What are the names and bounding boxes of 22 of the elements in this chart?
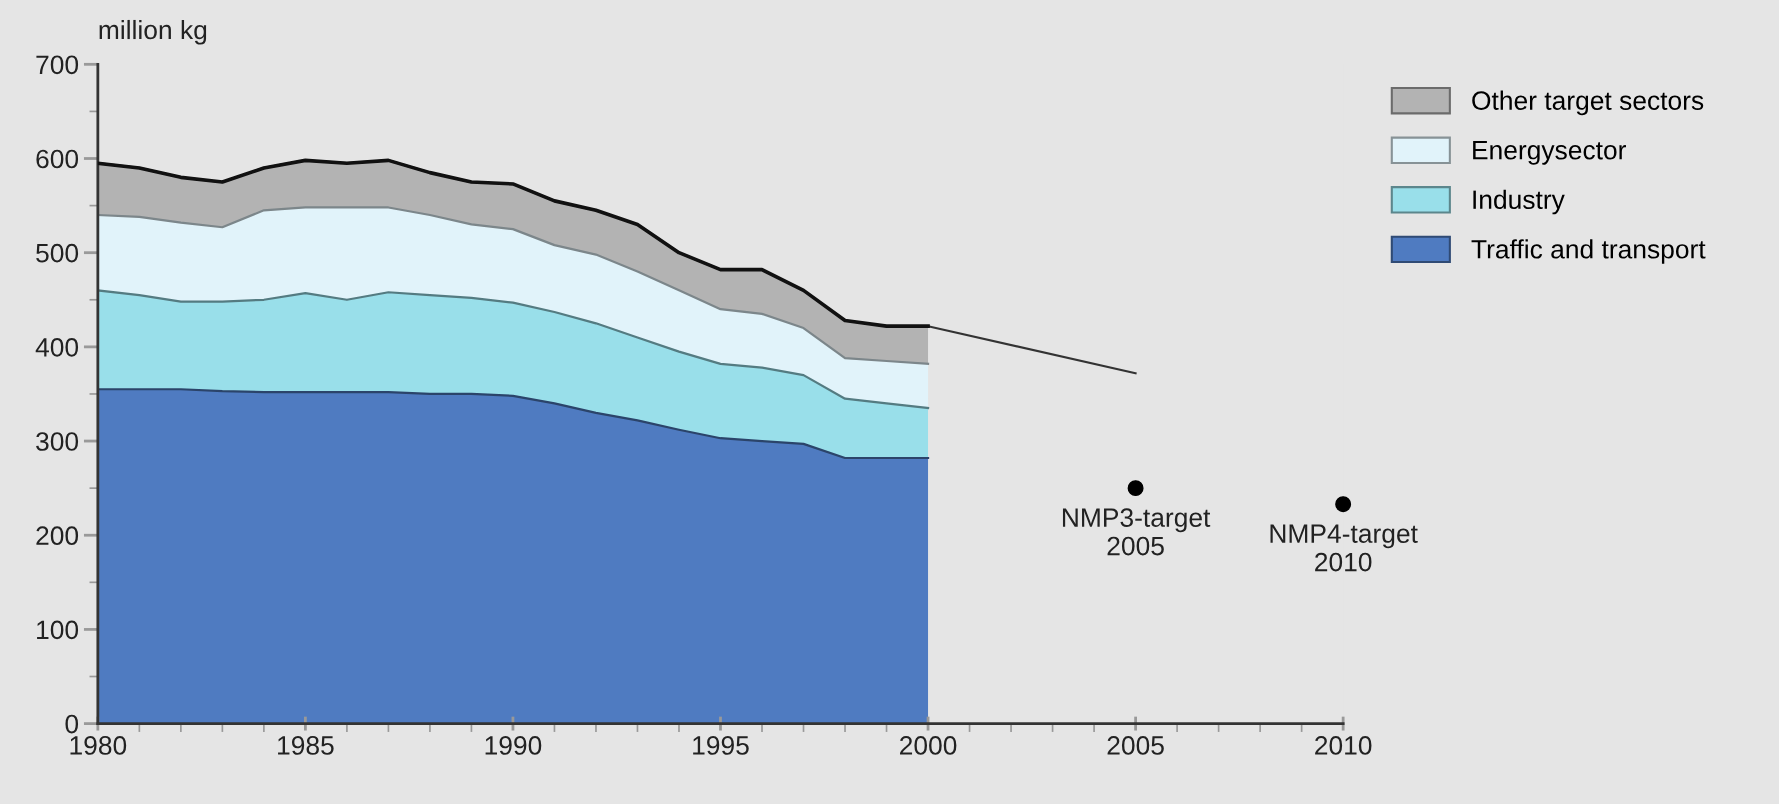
y-tick-label: 700 [36,55,79,75]
y-tick-label: 600 [36,149,79,169]
y-tick-label: 100 [37,620,79,640]
x-tick-label: 1990 [485,736,542,755]
annotation: NMP4-target 2010 [1270,524,1418,572]
x-tick-label: 1980 [70,736,127,755]
x-tick-label: 2010 [1315,736,1372,755]
legend-label: Traffic and transport [1471,239,1706,264]
x-tick-label: 2005 [1107,736,1164,755]
x-tick-label: 1985 [278,736,334,755]
y-tick-label: 400 [35,338,79,357]
legend-label: Energysector [1473,141,1626,165]
x-tick-label: 1995 [693,736,749,755]
x-tick-label: 2000 [900,736,957,755]
legend-label: Other target sectors [1472,90,1704,116]
annotation: NMP3-target 2005 [1062,508,1211,556]
y-tick-label: 0 [65,714,79,734]
y-tick-label: 500 [36,243,79,263]
legend-label: Industry [1473,189,1565,215]
y-axis-title: million kg [99,19,207,45]
y-tick-label: 200 [36,526,79,546]
y-tick-label: 300 [36,432,79,451]
